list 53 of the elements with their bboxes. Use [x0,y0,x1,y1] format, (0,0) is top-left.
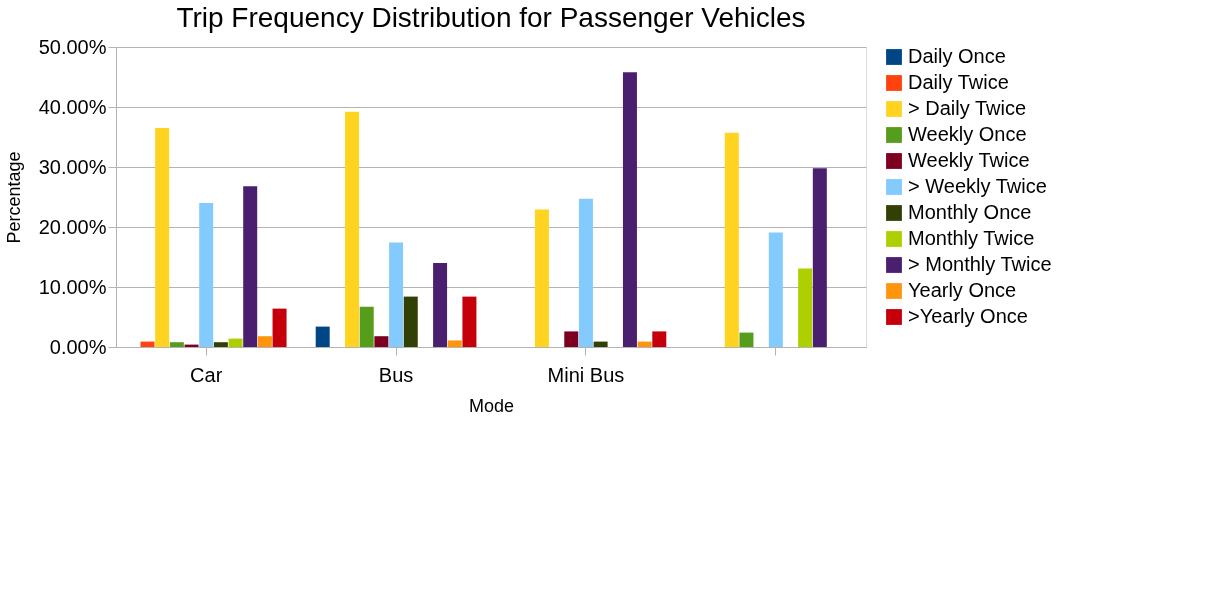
bar [798,268,813,347]
legend-label: Weekly Once [908,123,1027,145]
bar [199,203,214,347]
bar [812,168,827,347]
x-tick-label: Car [190,363,223,386]
bar [739,332,754,347]
chart-title: Trip Frequency Distribution for Passenger Vehicles [176,2,806,33]
bar [433,263,448,347]
bar [564,331,579,347]
legend-label: Weekly Twice [908,149,1030,171]
y-tick-label: 0.00% [49,335,107,358]
bar [315,326,330,347]
bar [578,198,593,347]
bar [622,72,637,347]
y-tick-label: 40.00% [38,95,107,118]
bar [768,232,783,347]
bar [462,296,477,347]
bar [272,308,287,347]
y-tick-label: 10.00% [38,275,107,298]
bar [213,342,228,347]
bar [724,132,739,347]
legend-label: Daily Once [908,45,1006,67]
y-axis-title: Percentage [3,151,24,244]
legend-label: Yearly Once [908,279,1017,301]
bar [155,128,170,347]
legend-label: Monthly Twice [908,227,1035,249]
bar [389,242,404,347]
legend-label: Daily Twice [908,71,1009,93]
y-tick-label: 20.00% [38,215,107,238]
bar [534,209,549,347]
bar [228,338,243,347]
y-tick-label: 50.00% [38,35,107,58]
bar [447,340,462,347]
x-tick-label: Mini Bus [547,363,625,386]
bar [374,336,389,347]
bar [140,341,155,347]
bar [359,306,374,347]
bar [403,296,418,347]
legend-label: > Daily Twice [908,97,1027,119]
bar [652,331,667,347]
bar [637,341,652,347]
legend-label: > Weekly Twice [908,175,1047,197]
legend-label: > Monthly Twice [908,253,1052,275]
bar [169,342,184,347]
bar [243,186,258,347]
legend-label: Monthly Once [908,201,1032,223]
y-tick-label: 30.00% [38,155,107,178]
x-axis-title: Mode [468,395,515,416]
bar [593,341,608,347]
x-tick-label: Bus [378,363,414,386]
bar [257,336,272,347]
legend-label: >Yearly Once [908,305,1028,327]
bar [345,111,360,347]
